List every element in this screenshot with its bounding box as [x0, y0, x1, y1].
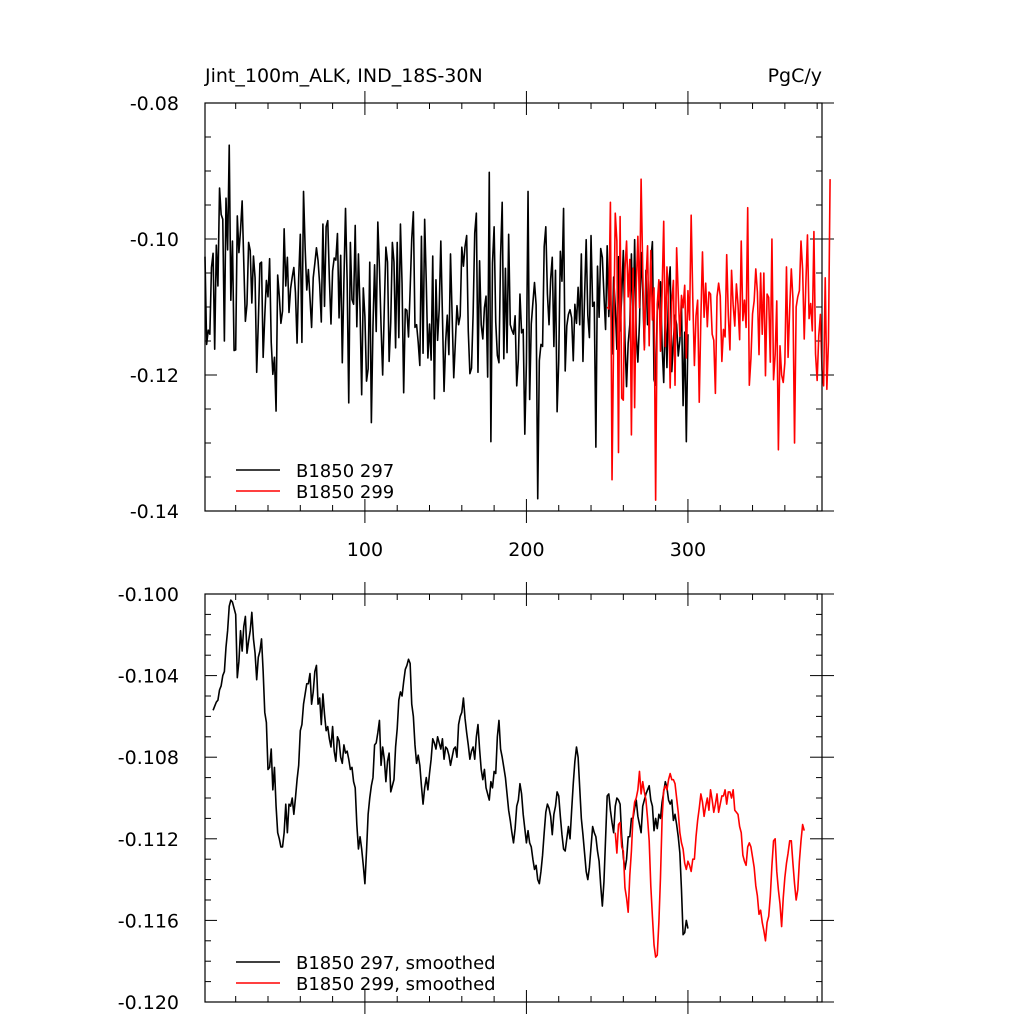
y-tick-label: -0.112	[118, 829, 179, 851]
legend-label: B1850 299	[296, 482, 394, 503]
top-chart-title: Jint_100m_ALK, IND_18S-30N	[204, 65, 483, 87]
y-tick-label: -0.120	[118, 992, 179, 1014]
y-tick-label: -0.10	[130, 229, 179, 251]
y-tick-label: -0.14	[130, 501, 179, 523]
y-tick-label: -0.08	[130, 93, 179, 115]
x-tick-label: 100	[347, 539, 383, 561]
x-tick-label: 200	[508, 539, 544, 561]
legend-label: B1850 299, smoothed	[296, 974, 496, 995]
top-chart: 100 200 300 -0.14 -0.12 -0.10 -0.08 Jint_100m_…	[130, 65, 834, 561]
y-tick-label: -0.104	[118, 666, 179, 688]
bottom-chart-frame	[205, 594, 822, 1002]
top-chart-lines	[205, 145, 830, 500]
top-chart-units: PgC/y	[768, 65, 822, 87]
x-tick-label: 300	[670, 539, 706, 561]
bottom-chart: -0.120 -0.116 -0.112 -0.108 -0.104 -0.100 B18…	[118, 582, 834, 1014]
bottom-chart-lines	[213, 600, 804, 957]
series-line	[213, 600, 688, 935]
series-line	[615, 771, 804, 957]
series-line	[205, 145, 688, 499]
y-tick-label: -0.100	[118, 584, 179, 606]
y-tick-label: -0.108	[118, 747, 179, 769]
y-tick-label: -0.116	[118, 910, 179, 932]
legend-label: B1850 297, smoothed	[296, 953, 496, 974]
series-line	[607, 179, 830, 500]
legend-label: B1850 297	[296, 461, 394, 482]
y-tick-label: -0.12	[130, 365, 179, 387]
